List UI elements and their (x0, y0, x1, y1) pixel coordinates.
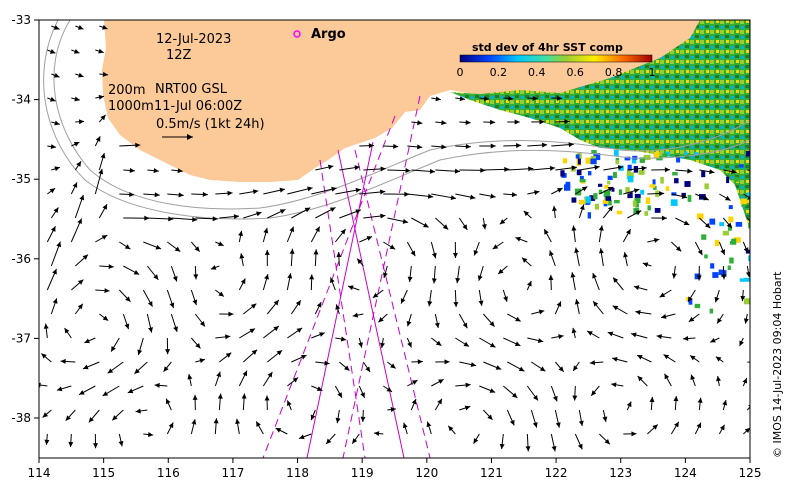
colorbar-ticks: 0 0.2 0.4 0.6 0.8 1 (457, 66, 656, 79)
depth-200-label: 200m (108, 83, 145, 98)
sst-stddev-overlay (450, 20, 750, 230)
x-tick-label: 114 (28, 466, 51, 480)
y-tick-label: -33 (11, 13, 31, 27)
colorbar-title: std dev of 4hr SST comp (472, 41, 623, 54)
x-tick-label: 120 (415, 466, 438, 480)
x-tick-label: 116 (157, 466, 180, 480)
plot-frame (38, 19, 751, 459)
current-vectors (39, 24, 750, 452)
y-tick-label: -34 (11, 93, 31, 107)
x-tick-label: 119 (351, 466, 374, 480)
x-tick-label: 118 (286, 466, 309, 480)
track-solid-b (306, 141, 374, 458)
x-tick-label: 121 (480, 466, 503, 480)
colorbar (459, 54, 653, 63)
x-tick-label: 124 (674, 466, 697, 480)
credit-text: © IMOS 14-Jul-2023 09:04 Hobart (771, 271, 784, 458)
x-tick-label: 122 (545, 466, 568, 480)
x-tick-label: 123 (609, 466, 632, 480)
colorbar-tick-label: 0.8 (605, 66, 623, 79)
product-time-label: 11-Jul 06:00Z (154, 99, 242, 114)
x-tick-label: 125 (739, 466, 762, 480)
y-tick-label: -35 (11, 172, 31, 186)
track-solid-a (337, 149, 405, 458)
satellite-tracks (262, 95, 431, 458)
colorbar-tick-label: 0.6 (566, 66, 584, 79)
axis-ticks: 114 115 116 117 118 119 120 121 122 123 124 125 -33 -… (11, 13, 761, 480)
track-dashed-a (319, 159, 366, 458)
argo-label: Argo (311, 27, 346, 42)
x-tick-label: 117 (221, 466, 244, 480)
track-dashed-c (342, 95, 421, 458)
y-tick-label: -38 (11, 411, 31, 425)
scale-label: 0.5m/s (1kt 24h) (156, 117, 265, 132)
y-tick-label: -36 (11, 252, 31, 266)
track-dashed-d (262, 115, 396, 458)
argo-marker (293, 30, 301, 38)
colorbar-tick-label: 0.4 (528, 66, 546, 79)
scale-arrow (162, 134, 193, 140)
y-tick-label: -37 (11, 331, 31, 345)
date-label: 12-Jul-2023 (156, 32, 231, 47)
product-label: NRT00 GSL (155, 82, 228, 97)
depth-1000-label: 1000m (108, 99, 154, 114)
x-tick-label: 115 (92, 466, 115, 480)
colorbar-tick-label: 0 (457, 66, 464, 79)
colorbar-tick-label: 0.2 (490, 66, 508, 79)
colorbar-tick-label: 1 (649, 66, 656, 79)
depth-contour-1000m (43, 20, 750, 220)
hour-label: 12Z (166, 48, 192, 63)
track-dashed-b (354, 149, 431, 458)
